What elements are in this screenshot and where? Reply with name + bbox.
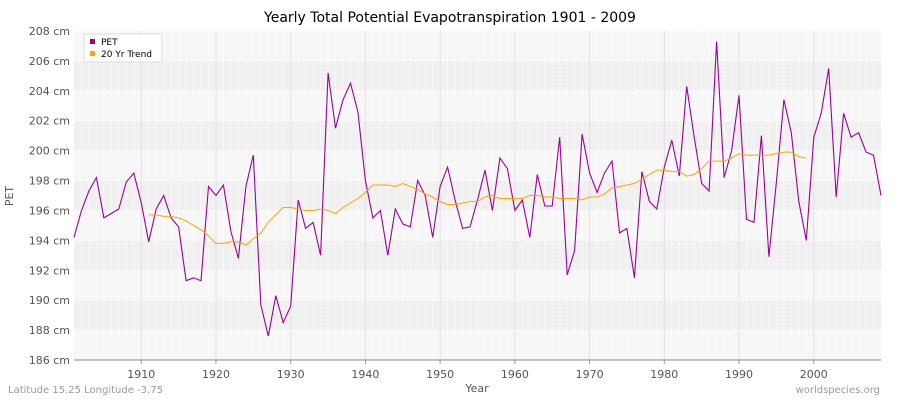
chart-title: Yearly Total Potential Evapotranspiratio… (263, 10, 636, 26)
x-tick-label: 1920 (202, 368, 230, 381)
legend-label-pet: PET (101, 38, 118, 48)
x-tick-label: 1910 (127, 368, 155, 381)
x-tick-label: 1950 (426, 368, 454, 381)
footer-source: worldspecies.org (796, 385, 880, 396)
legend-swatch-trend (90, 51, 95, 56)
x-tick-label: 1930 (277, 368, 305, 381)
footer-location: Latitude 15.25 Longitude -3.75 (8, 385, 163, 396)
y-tick-label: 208 cm (29, 25, 70, 38)
series-line-pet (73, 41, 882, 337)
x-tick-label: 1960 (501, 368, 529, 381)
grid-lines (74, 30, 881, 361)
y-tick-label: 204 cm (29, 85, 70, 98)
legend-swatch-pet (90, 39, 95, 44)
x-tick-label: 2000 (800, 368, 828, 381)
x-tick-label: 1980 (650, 368, 678, 381)
y-tick-label: 194 cm (29, 234, 70, 247)
series-line-trend (148, 151, 807, 246)
y-axis-ticks: 186 cm 188 cm 190 cm 192 cm 194 cm 196 cm 198 … (29, 25, 70, 367)
x-axis-ticks: 1910 1920 1930 1940 1950 1960 1970 1980 1990 2000 (127, 360, 828, 381)
series-layer (73, 41, 882, 337)
x-axis-label: Year (464, 382, 489, 395)
y-tick-label: 206 cm (29, 55, 70, 68)
y-tick-label: 192 cm (29, 264, 70, 277)
y-tick-label: 196 cm (29, 204, 70, 217)
legend-box (83, 33, 163, 63)
y-axis-label: PET (3, 186, 16, 207)
x-tick-label: 1970 (576, 368, 604, 381)
y-tick-label: 198 cm (29, 175, 70, 188)
legend-label-trend: 20 Yr Trend (101, 50, 152, 60)
legend: PET 20 Yr Trend (83, 33, 163, 63)
x-tick-label: 1940 (351, 368, 379, 381)
y-tick-label: 186 cm (29, 354, 70, 367)
y-tick-label: 188 cm (29, 324, 70, 337)
y-tick-label: 200 cm (29, 145, 70, 158)
x-tick-label: 1990 (725, 368, 753, 381)
y-tick-label: 202 cm (29, 115, 70, 128)
y-tick-label: 190 cm (29, 294, 70, 307)
